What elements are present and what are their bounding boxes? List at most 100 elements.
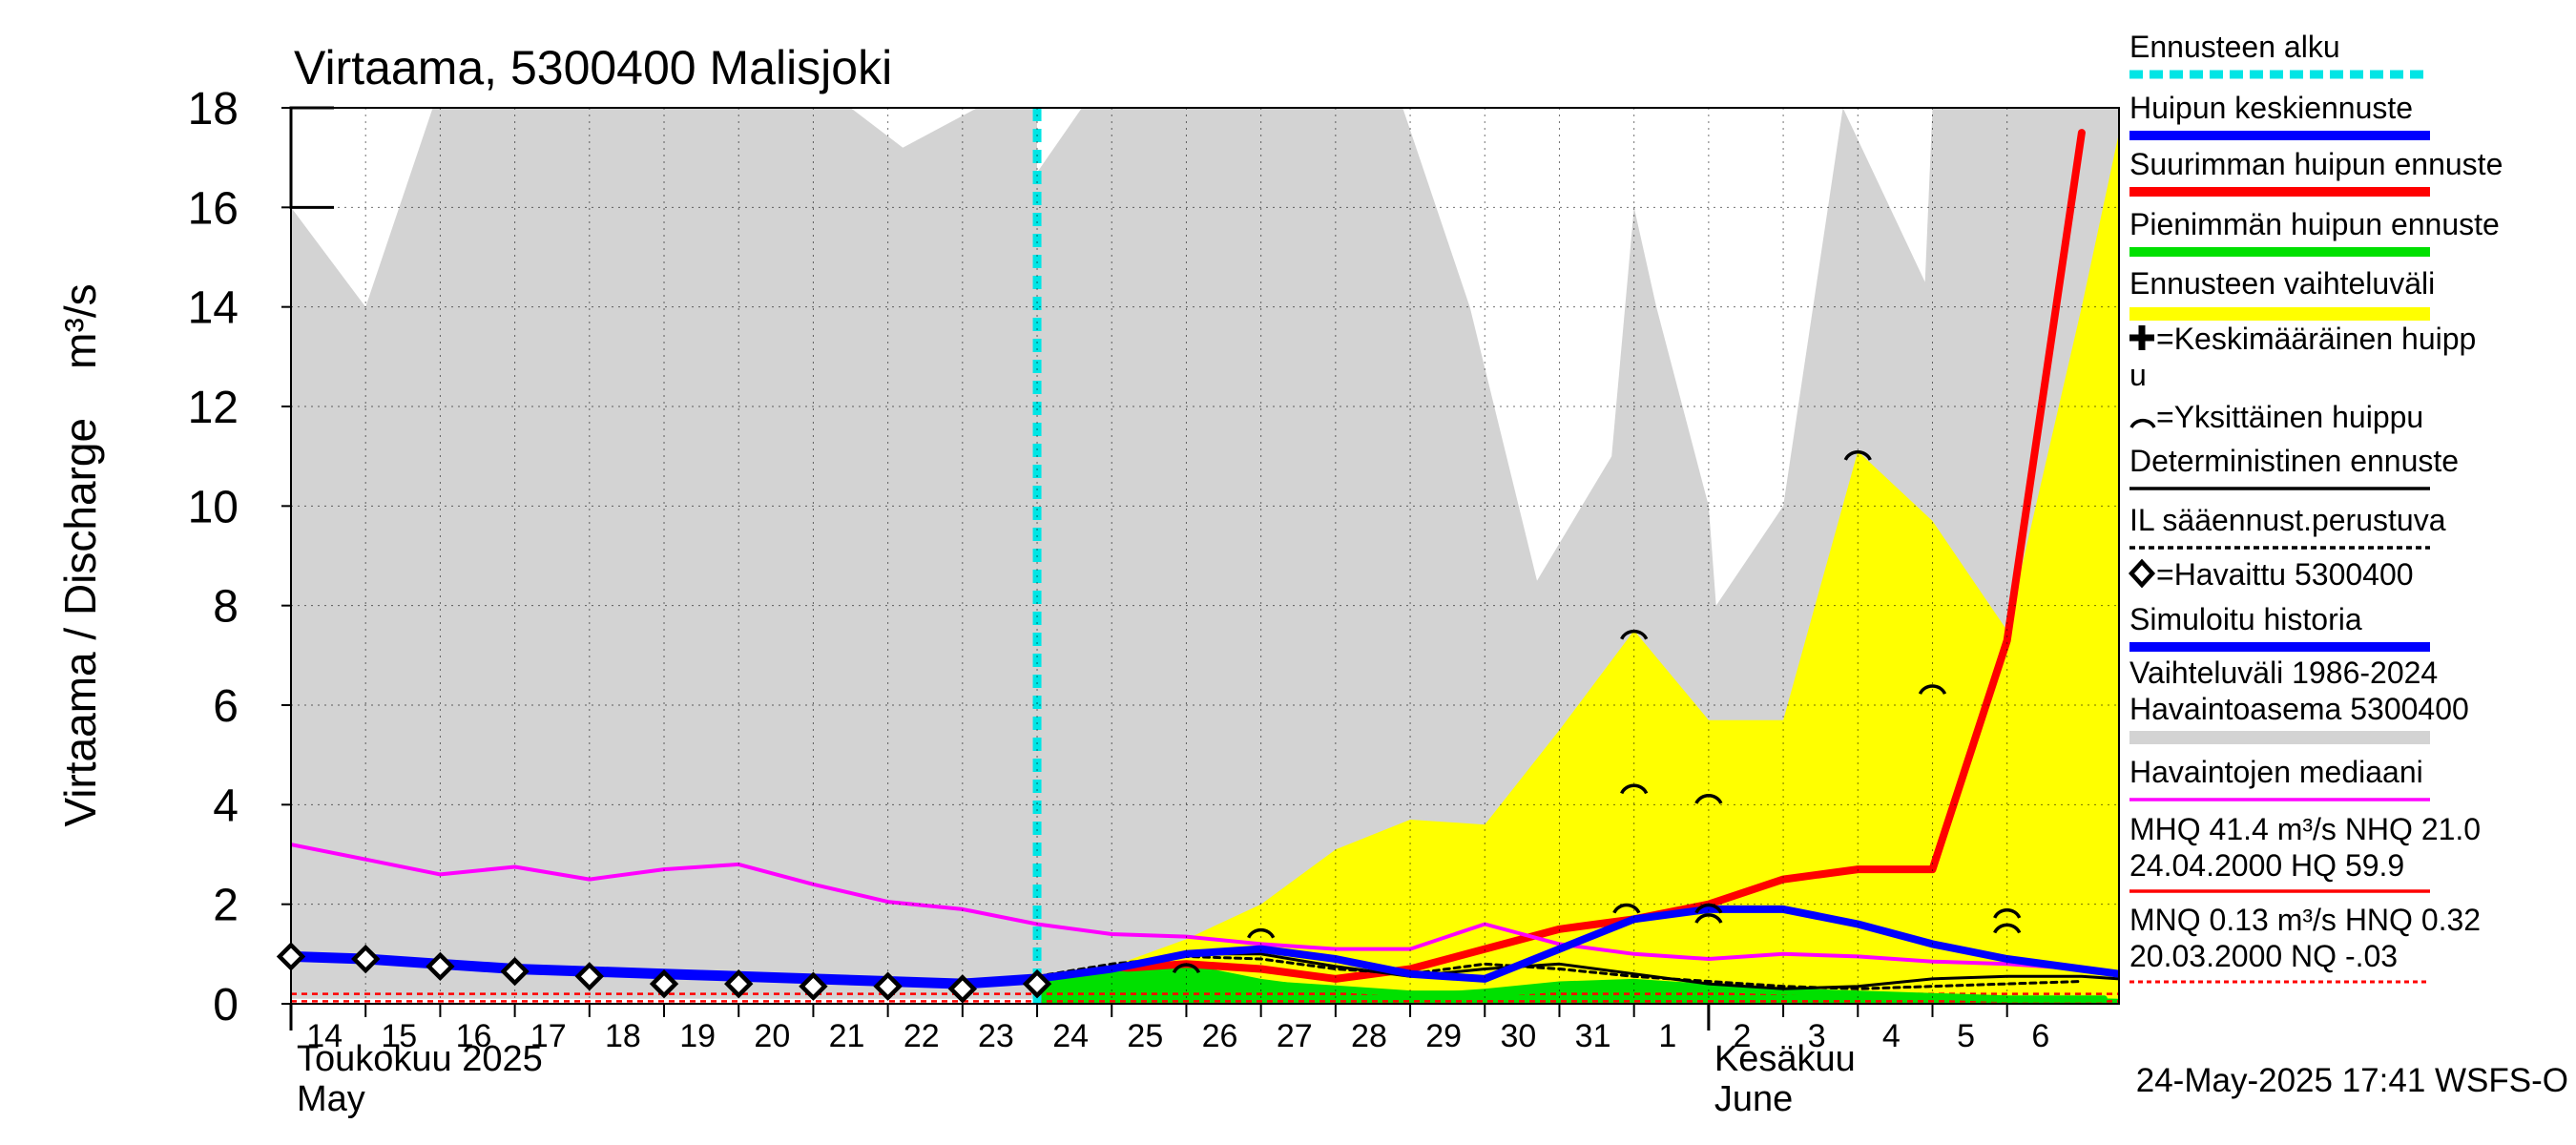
y-tick-label: 0 (213, 980, 239, 1030)
x-tick-label: 30 (1500, 1018, 1536, 1054)
legend-arc-icon (2129, 418, 2156, 428)
legend-item: Suurimman huipun ennuste (2129, 147, 2503, 197)
series-line-1 (1033, 970, 2108, 1003)
legend-label: Pienimmän huipun ennuste (2129, 207, 2500, 241)
legend-label: =Yksittäinen huippu (2156, 400, 2423, 434)
series-line-4 (1035, 954, 2084, 990)
legend-label: Simuloitu historia (2129, 602, 2362, 636)
observed-point-2 (426, 951, 455, 982)
legend-item: Deterministinen ennuste (2129, 444, 2459, 490)
series-line-0 (1033, 129, 2086, 983)
single-peak-mark-9 (1918, 684, 1947, 695)
series-line-5 (1033, 905, 2119, 983)
legend-label: Deterministinen ennuste (2129, 444, 2459, 478)
single-peak-mark-0 (1172, 963, 1201, 974)
legend-item: =Havaittu 5300400 (2128, 557, 2414, 592)
legend-item: Ennusteen alku (2129, 30, 2430, 79)
legend-label: Ennusteen alku (2129, 30, 2340, 64)
observed-point-5 (649, 968, 679, 999)
legend-label: Havaintojen mediaani (2129, 755, 2423, 789)
x-tick-label: 20 (754, 1018, 790, 1054)
x-tick-label: 19 (679, 1018, 716, 1054)
month-label-english: June (1714, 1079, 1793, 1119)
x-tick-label: 14 (306, 1018, 343, 1054)
single-peak-mark-5 (1694, 794, 1723, 804)
single-peak-mark-3 (1620, 629, 1649, 640)
legend-label-line2: 20.03.2000 NQ -.03 (2129, 939, 2398, 973)
legend-label: Vaihteluväli 1986-2024 (2129, 656, 2438, 690)
legend-item: Ennusteen vaihteluväli (2129, 266, 2435, 321)
x-tick-label: 16 (456, 1018, 492, 1054)
observed-point-7 (799, 971, 828, 1001)
observed-point-4 (574, 962, 604, 991)
legend-label: MHQ 41.4 m³/s NHQ 21.0 (2129, 812, 2481, 846)
observed-point-3 (500, 956, 530, 987)
legend-item: Simuloitu historia (2129, 602, 2430, 652)
month-label-english: May (297, 1079, 365, 1119)
y-tick-label: 2 (213, 881, 239, 931)
series-line-2 (291, 843, 2107, 974)
legend-item: IL sääennust.perustuva (2129, 503, 2446, 550)
x-tick-label: 5 (1957, 1018, 1975, 1054)
single-peak-mark-8 (1843, 450, 1872, 461)
y-tick-label: 4 (213, 781, 239, 831)
legend-label-line2: Havaintoasema 5300400 (2129, 692, 2469, 726)
plot-frame (290, 107, 2120, 1005)
legend-label: =Havaittu 5300400 (2156, 557, 2414, 592)
x-tick-label: 26 (1202, 1018, 1238, 1054)
legend-label: Huipun keskiennuste (2129, 91, 2413, 125)
legend-swatch (2129, 307, 2430, 321)
legend-label: Ennusteen vaihteluväli (2129, 266, 2435, 301)
x-tick-label: 1 (1658, 1018, 1676, 1054)
forecast-range-band (1037, 133, 2119, 1002)
x-tick-label: 3 (1808, 1018, 1826, 1054)
legend-item: Havaintojen mediaani (2129, 755, 2430, 802)
x-tick-label: 29 (1425, 1018, 1462, 1054)
x-tick-label: 24 (1052, 1018, 1089, 1054)
x-tick-label: 28 (1351, 1018, 1387, 1054)
y-tick-label: 10 (188, 482, 239, 532)
legend-label: IL sääennust.perustuva (2129, 503, 2446, 537)
x-tick-label: 4 (1882, 1018, 1901, 1054)
x-tick-label: 17 (530, 1018, 567, 1054)
single-peak-mark-6 (1694, 903, 1723, 914)
y-axis-label: Virtaama / Discharge m³/s (55, 283, 105, 826)
x-tick-label: 25 (1127, 1018, 1163, 1054)
legend-item: Vaihteluväli 1986-2024 Havaintoasema 530… (2129, 656, 2469, 744)
legend-label: MNQ 0.13 m³/s HNQ 0.32 (2129, 903, 2481, 937)
y-tick-label: 12 (188, 383, 239, 433)
x-tick-label: 15 (381, 1018, 417, 1054)
legend-label: Suurimman huipun ennuste (2129, 147, 2503, 181)
observed-point-9 (947, 974, 978, 1004)
single-peak-mark-4 (1620, 783, 1649, 795)
x-tick-label: 23 (978, 1018, 1014, 1054)
legend-item: MHQ 41.4 m³/s NHQ 21.024.04.2000 HQ 59.9 (2129, 812, 2481, 893)
single-peak-mark-2 (1612, 903, 1641, 914)
month-label: Kesäkuu (1714, 1039, 1856, 1079)
month-label: Toukokuu 2025 (297, 1039, 543, 1079)
x-tick-label: 31 (1575, 1018, 1611, 1054)
x-tick-label: 21 (829, 1018, 865, 1054)
observed-point-0 (276, 942, 306, 971)
observed-point-1 (351, 944, 381, 974)
observed-point-6 (724, 968, 754, 999)
x-tick-label: 2 (1734, 1018, 1752, 1054)
legend-diamond-icon (2128, 558, 2156, 589)
legend-plus-icon (2129, 325, 2154, 350)
legend-item: =Yksittäinen huippu (2129, 400, 2423, 434)
chart-title: Virtaama, 5300400 Malisjoki (294, 41, 892, 94)
y-tick-label: 18 (188, 84, 239, 135)
legend-item: Huipun keskiennuste (2129, 91, 2430, 140)
legend-label-line2: u (2129, 358, 2147, 392)
y-tick-label: 16 (188, 183, 239, 234)
axis-bracket (289, 106, 334, 209)
legend-item: Pienimmän huipun ennuste (2129, 207, 2500, 257)
y-tick-label: 6 (213, 681, 239, 732)
x-tick-label: 18 (605, 1018, 641, 1054)
y-tick-label: 14 (188, 283, 239, 334)
x-tick-label: 22 (904, 1018, 940, 1054)
x-tick-label: 6 (2031, 1018, 2049, 1054)
observed-point-10 (1022, 968, 1052, 999)
observed-point-8 (873, 971, 903, 1001)
